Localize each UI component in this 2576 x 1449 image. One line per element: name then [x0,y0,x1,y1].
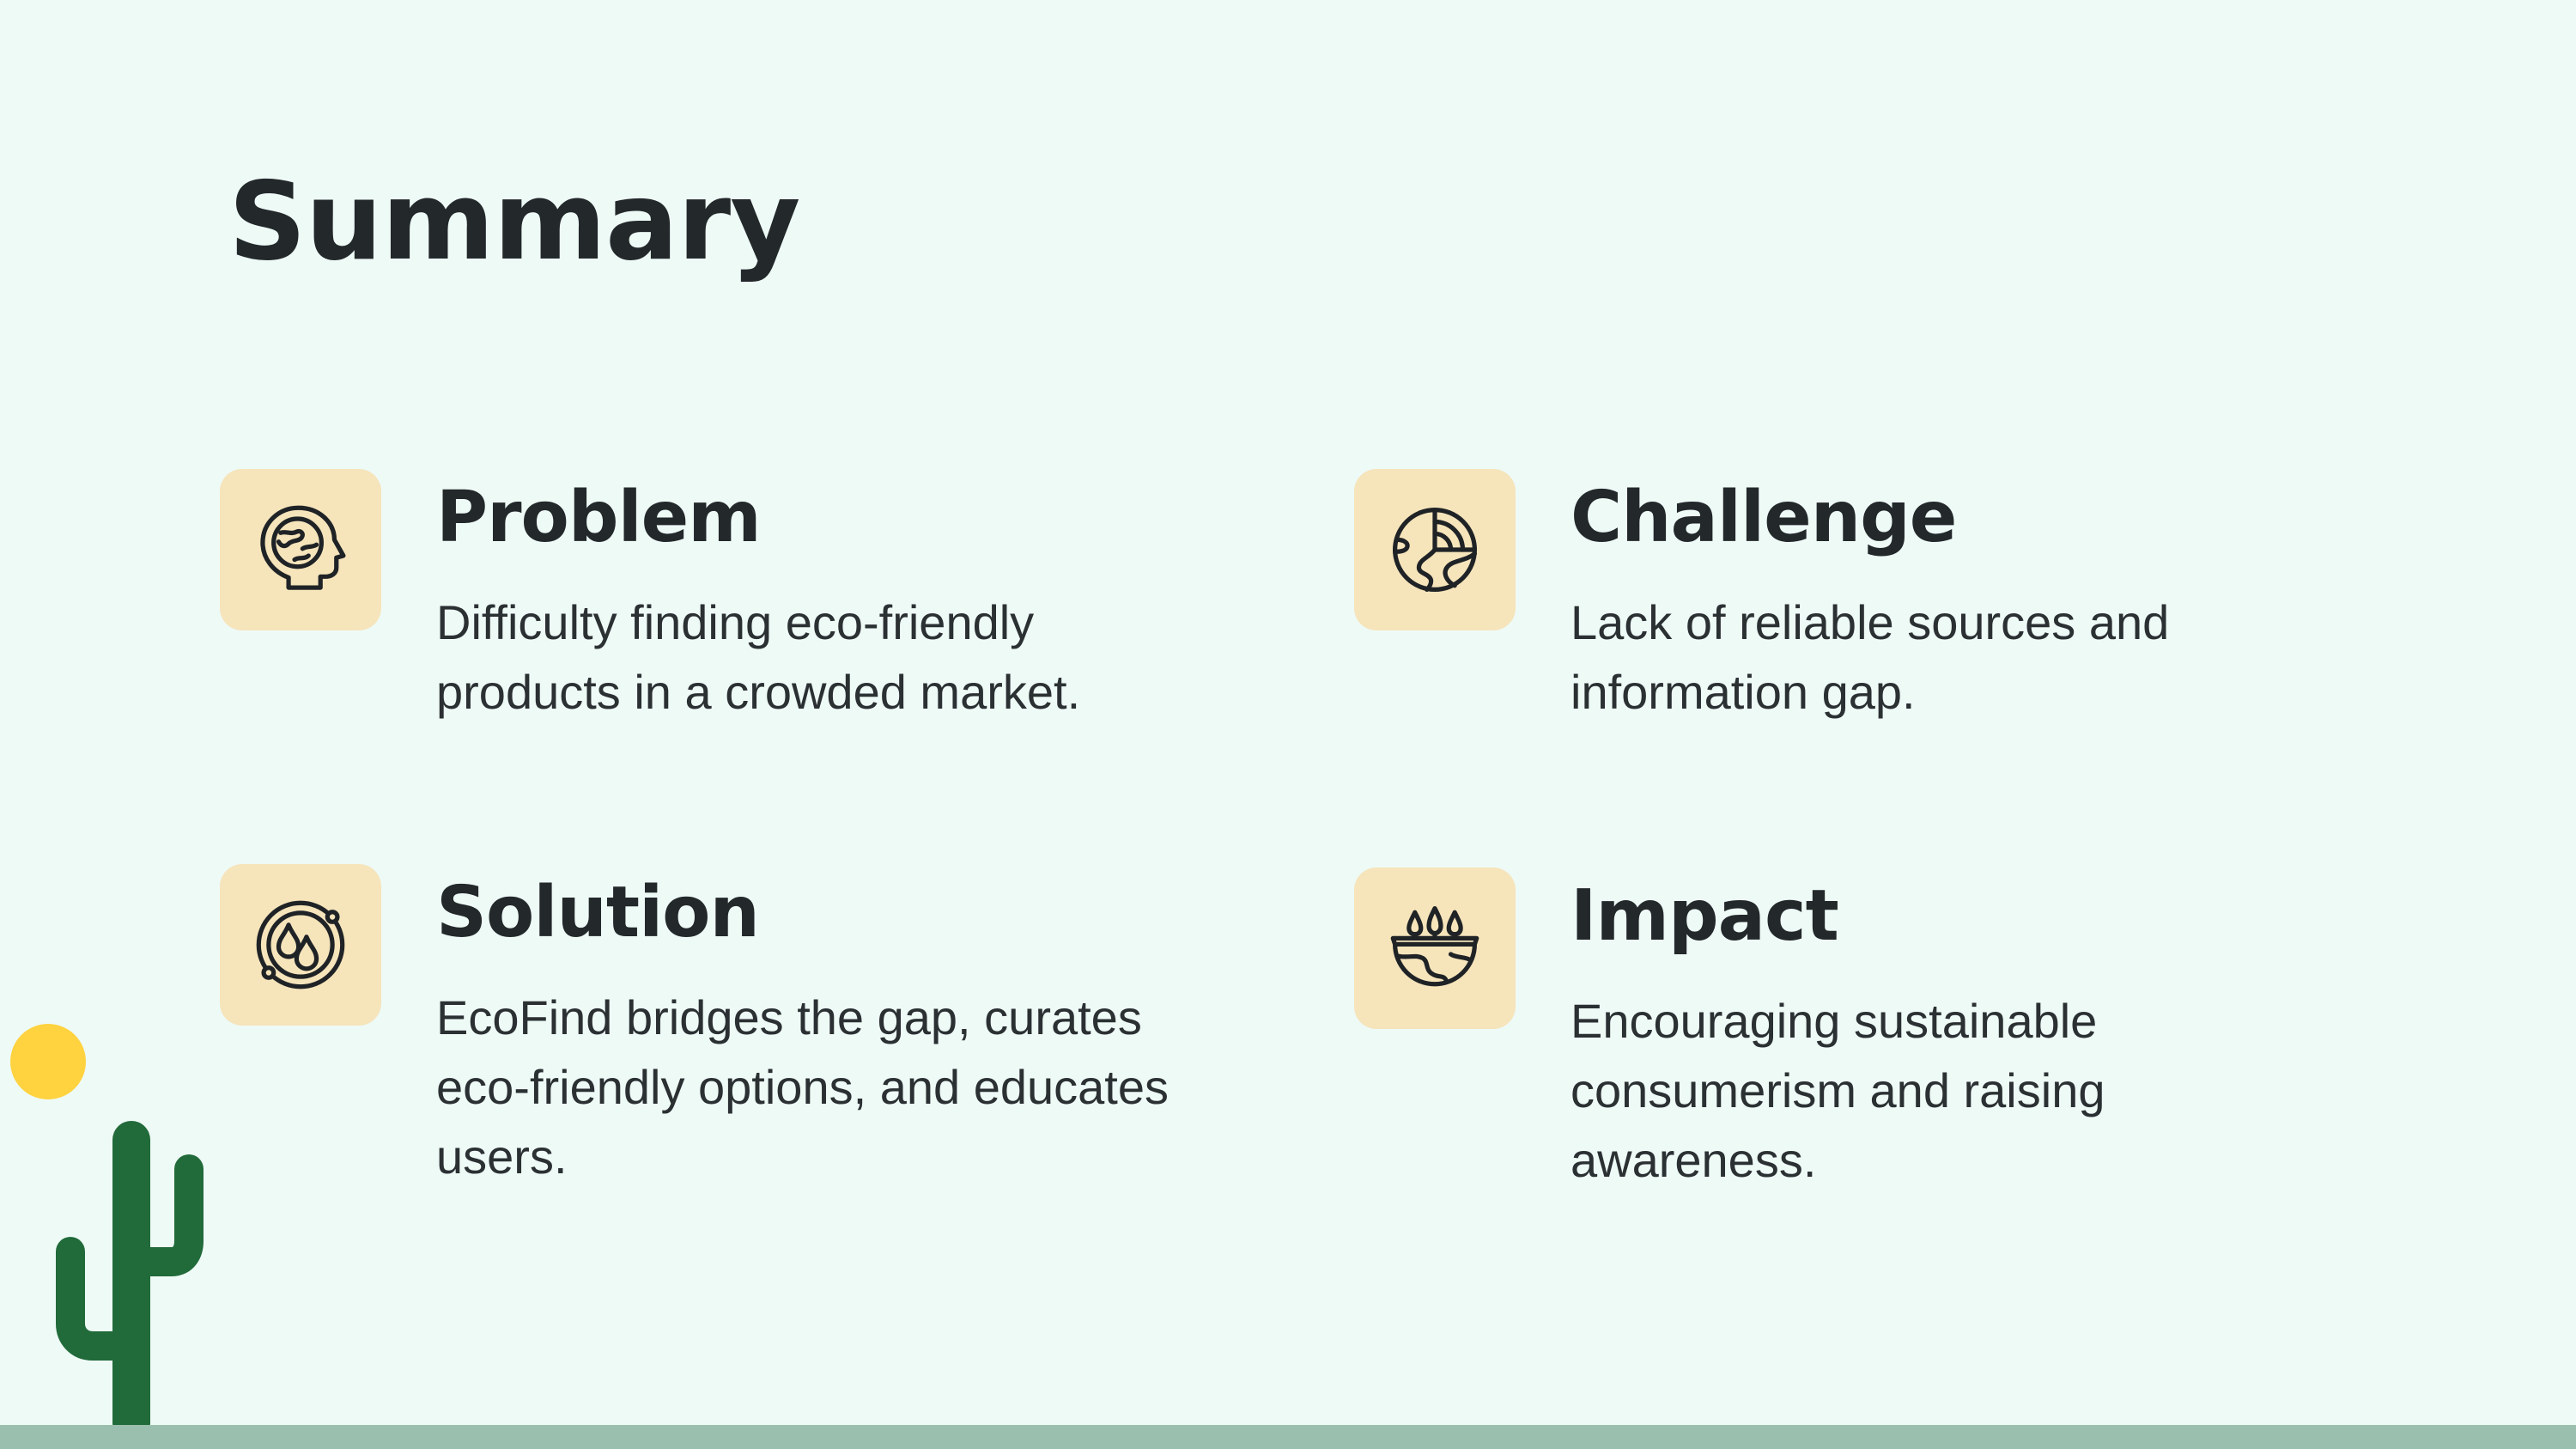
card-text: Difficulty finding eco-friendly products… [436,595,1081,719]
card-text: EcoFind bridges the gap, curates eco-fri… [436,990,1169,1184]
page-title: Summary [228,158,800,284]
earth-sun-icon [1392,507,1478,593]
icon-tile [220,864,381,1026]
icon-tile [1354,868,1516,1029]
icon-tile [220,469,381,630]
summary-card-solution: Solution EcoFind bridges the gap, curate… [220,864,1336,1208]
sun-decoration [10,1024,86,1099]
card-text: Encouraging sustainable consumerism and … [1571,994,2105,1187]
water-cycle-icon [256,900,345,989]
summary-card-problem: Problem Difficulty finding eco-friendly … [220,469,1336,727]
summary-card-challenge: Challenge Lack of reliable sources and i… [1354,469,2470,727]
ground-strip [0,1425,2576,1449]
earth-forest-icon [1390,905,1479,987]
card-heading: Solution [436,872,760,953]
cactus-decoration [56,1121,204,1430]
card-heading: Problem [436,477,762,558]
icon-tile [1354,469,1516,630]
earth-mind-icon [260,505,346,590]
card-heading: Impact [1571,875,1839,957]
card-text: Lack of reliable sources and information… [1571,595,2170,719]
card-heading: Challenge [1571,477,1957,558]
summary-card-impact: Impact Encouraging sustainable consumeri… [1354,868,2470,1211]
